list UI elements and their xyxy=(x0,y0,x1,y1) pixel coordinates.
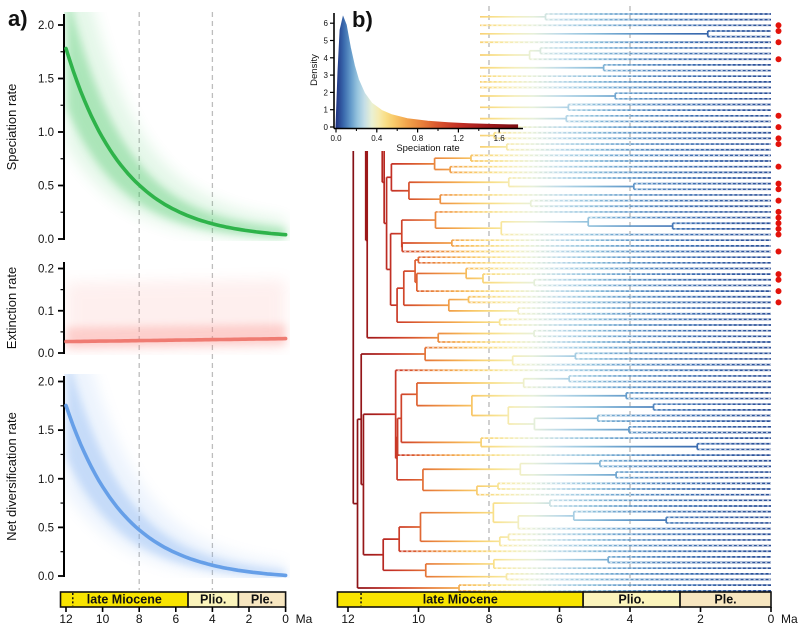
x-tick-label: 6 xyxy=(172,612,179,626)
red-tip-dot xyxy=(775,288,782,295)
netdiv-ytick-label: 1.0 xyxy=(38,474,54,486)
red-tip-dot xyxy=(775,180,782,187)
density-curve xyxy=(335,15,519,129)
panel_a-timescale: late Miocene Plio. Ple. 12 10 8 6 4 2 0 Ma xyxy=(59,591,313,626)
speciation-curve xyxy=(64,46,288,237)
inset-xtick-label: 1.2 xyxy=(453,134,465,143)
era-segment-2 xyxy=(679,591,772,608)
era-label: late Miocene xyxy=(423,593,498,607)
inset-ytick-label: 6 xyxy=(324,19,329,28)
netdiv-ytick-label: 0.0 xyxy=(38,571,54,583)
red-tip-dot xyxy=(775,197,782,204)
tip-highlight-dots xyxy=(775,22,782,306)
red-tip-dot xyxy=(775,299,782,306)
red-tip-dot xyxy=(775,56,782,63)
red-tip-dot xyxy=(775,163,782,170)
panel-a-label: a) xyxy=(8,6,28,31)
extinction-band xyxy=(66,324,286,348)
extinction-ytick-label: 0.1 xyxy=(38,306,54,318)
red-tip-dot xyxy=(775,248,782,255)
x-tick-label: 8 xyxy=(136,612,143,626)
x-tick-label: 2 xyxy=(697,612,704,626)
netdiv-plot: 2.0 1.5 1.0 0.5 0.0 Net diversification rate xyxy=(4,374,288,583)
x-tick-label: 0 xyxy=(768,612,775,626)
inset-ytick-label: 4 xyxy=(324,54,329,63)
netdiv-band xyxy=(66,374,286,578)
era-segment-2 xyxy=(237,591,287,608)
red-tip-dot xyxy=(775,225,782,232)
speciation-band-group xyxy=(66,12,286,241)
panel-b-label: b) xyxy=(352,7,373,32)
x-tick-label: 0 xyxy=(282,612,289,626)
inset-xtick-label: 0.4 xyxy=(371,134,383,143)
red-tip-dot xyxy=(775,112,782,119)
speciation-ytick-label: 0.0 xyxy=(38,234,54,246)
inset-y-axis-title: Density xyxy=(309,54,320,86)
red-tip-dot xyxy=(775,22,782,29)
netdiv-band-group xyxy=(66,374,286,578)
red-tip-dot xyxy=(775,27,782,34)
era-label: Ple. xyxy=(714,593,736,607)
x-tick-label: 10 xyxy=(412,612,426,626)
x-tick-label: 6 xyxy=(556,612,563,626)
speciation-ytick-label: 1.0 xyxy=(38,127,54,139)
x-tick-label: 4 xyxy=(209,612,216,626)
inset-ytick-label: 3 xyxy=(324,71,329,80)
red-tip-dot xyxy=(775,220,782,227)
extinction-ytick-label: 0.0 xyxy=(38,348,54,360)
x-tick-label: 4 xyxy=(627,612,634,626)
inset-xtick-label: 1.6 xyxy=(494,134,506,143)
extinction-axis-title: Extinction rate xyxy=(4,267,19,349)
extinction-ytick-label: 0.2 xyxy=(38,264,54,276)
era-label: Plio. xyxy=(200,593,226,607)
netdiv-axis-title: Net diversification rate xyxy=(4,412,19,541)
extinction-plot: 0.2 0.1 0.0 Extinction rate xyxy=(4,262,288,360)
red-tip-dot xyxy=(775,39,782,46)
inset-ytick-label: 5 xyxy=(324,37,329,46)
red-tip-dot xyxy=(775,208,782,215)
x-axis-unit: Ma xyxy=(781,612,798,626)
red-tip-dot xyxy=(775,214,782,221)
inset-ytick-label: 2 xyxy=(324,88,329,97)
x-tick-label: 8 xyxy=(486,612,493,626)
netdiv-ytick-label: 1.5 xyxy=(38,425,54,437)
x-tick-label: 10 xyxy=(96,612,110,626)
red-tip-dot xyxy=(775,186,782,193)
inset-xtick-label: 0.0 xyxy=(330,134,342,143)
speciation-ytick-label: 0.5 xyxy=(38,181,54,193)
era-label: Ple. xyxy=(251,593,273,607)
x-tick-label: 2 xyxy=(246,612,253,626)
red-tip-dot xyxy=(775,141,782,148)
speciation-plot: 2.0 1.5 1.0 0.5 0.0 Speciation rate xyxy=(4,12,288,246)
panel-a: 2.0 1.5 1.0 0.5 0.0 Speciation rate 0.2 0.1 0.0 E… xyxy=(4,6,313,626)
x-tick-label: 12 xyxy=(341,612,355,626)
inset-xtick-label: 0.8 xyxy=(412,134,424,143)
density-inset: 0 1 2 3 4 5 6 0.0 0.4 0.8 1.2 1.6 Density Speciation … xyxy=(309,4,523,154)
speciation-band xyxy=(66,12,286,239)
inset-ytick-label: 0 xyxy=(324,123,329,132)
speciation-axis-title: Speciation rate xyxy=(4,84,19,171)
red-tip-dot xyxy=(775,271,782,278)
era-label: Plio. xyxy=(618,593,644,607)
inset-ytick-label: 1 xyxy=(324,106,329,115)
era-label: late Miocene xyxy=(87,593,162,607)
extinction-curve xyxy=(64,336,288,344)
red-tip-dot xyxy=(775,124,782,131)
speciation-ytick-label: 1.5 xyxy=(38,74,54,86)
phylogeny-tree xyxy=(352,13,771,592)
red-tip-dot xyxy=(775,231,782,238)
netdiv-ytick-label: 2.0 xyxy=(38,377,54,389)
netdiv-ytick-label: 0.5 xyxy=(38,522,54,534)
speciation-ytick-label: 2.0 xyxy=(38,20,54,32)
netdiv-curve xyxy=(64,403,288,578)
inset-x-axis-title: Speciation rate xyxy=(396,143,459,154)
x-tick-label: 12 xyxy=(59,612,73,626)
red-tip-dot xyxy=(775,135,782,142)
x-axis-unit: Ma xyxy=(296,612,313,626)
panel_b-timescale: late Miocene Plio. Ple. 12 10 8 6 4 2 0 Ma xyxy=(336,591,798,626)
red-tip-dot xyxy=(775,276,782,283)
